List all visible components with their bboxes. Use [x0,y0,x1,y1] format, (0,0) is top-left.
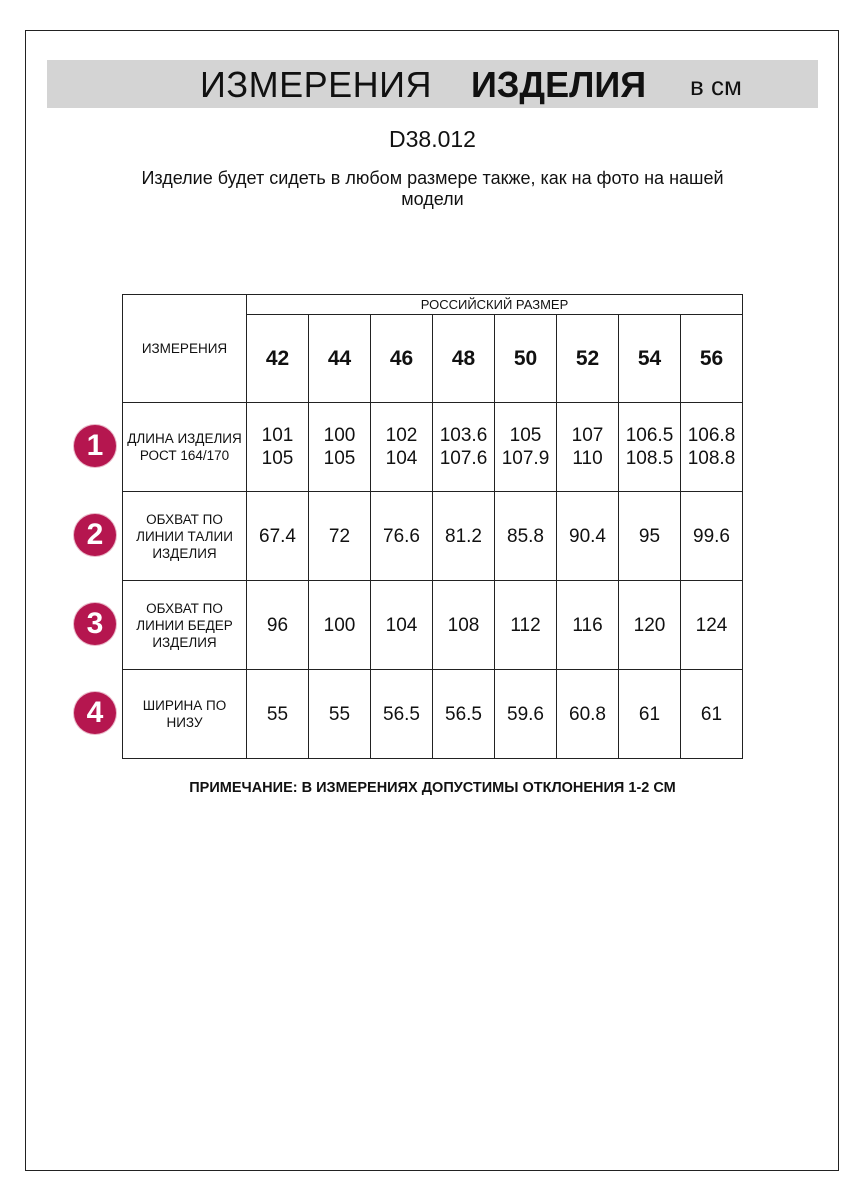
row-number-badge: 2 [74,514,116,556]
size-header: 46 [370,314,433,403]
measurement-value: 106.5 108.5 [618,402,681,492]
measurement-value: 55 [246,669,309,759]
size-header: 42 [246,314,309,403]
title-unit: в см [690,71,742,101]
measurement-label: ШИРИНА ПО НИЗУ [122,669,247,759]
measurement-value: 101 105 [246,402,309,492]
measurement-value: 107 110 [556,402,619,492]
size-header: 48 [432,314,495,403]
corner-label: ИЗМЕРЕНИЯ [122,294,247,403]
measurement-value: 85.8 [494,491,557,581]
measurement-value: 72 [308,491,371,581]
measurement-value: 99.6 [680,491,743,581]
note: ПРИМЕЧАНИЕ: В ИЗМЕРЕНИЯХ ДОПУСТИМЫ ОТКЛО… [189,780,676,796]
measurement-value: 116 [556,580,619,670]
title-bold: ИЗДЕЛИЯ [471,64,647,105]
measurement-value: 112 [494,580,557,670]
measurement-value: 106.8 108.8 [680,402,743,492]
table-row: ОБХВАТ ПО ЛИНИИ БЕДЕР ИЗДЕЛИЯ 96 100 104 108… [122,580,743,670]
title-light: ИЗМЕРЕНИЯ [200,64,433,105]
measurement-value: 67.4 [246,491,309,581]
measurement-value: 59.6 [494,669,557,759]
row-number-badge: 3 [74,603,116,645]
size-header: 44 [308,314,371,403]
measurement-value: 81.2 [432,491,495,581]
measurement-value: 61 [680,669,743,759]
page-frame [25,30,839,1171]
measurement-value: 56.5 [432,669,495,759]
size-table: ИЗМЕРЕНИЯ РОССИЙСКИЙ РАЗМЕР 42 44 46 48 50 52… [122,294,743,759]
measurement-value: 61 [618,669,681,759]
product-code: D38.012 [389,126,476,152]
measurement-value: 96 [246,580,309,670]
measurement-label: ДЛИНА ИЗДЕЛИЯ РОСТ 164/170 [122,402,247,492]
measurement-label: ОБХВАТ ПО ЛИНИИ ТАЛИИ ИЗДЕЛИЯ [122,491,247,581]
table-row: ДЛИНА ИЗДЕЛИЯ РОСТ 164/170 101 105 100 105… [122,402,743,492]
measurement-value: 90.4 [556,491,619,581]
measurement-value: 100 [308,580,371,670]
row-number-badge: 1 [74,425,116,467]
size-header: 50 [494,314,557,403]
title-banner [47,60,818,108]
size-group-label: РОССИЙСКИЙ РАЗМЕР [246,294,743,315]
measurement-value: 56.5 [370,669,433,759]
measurement-value: 95 [618,491,681,581]
measurement-value: 100 105 [308,402,371,492]
row-number-badge: 4 [74,692,116,734]
table-row: ОБХВАТ ПО ЛИНИИ ТАЛИИ ИЗДЕЛИЯ 67.4 72 76.6 8… [122,491,743,581]
size-header: 52 [556,314,619,403]
measurement-label: ОБХВАТ ПО ЛИНИИ БЕДЕР ИЗДЕЛИЯ [122,580,247,670]
size-header: 56 [680,314,743,403]
measurement-value: 55 [308,669,371,759]
measurement-value: 102 104 [370,402,433,492]
measurement-value: 104 [370,580,433,670]
size-header: 54 [618,314,681,403]
table-row: ШИРИНА ПО НИЗУ 55 55 56.5 56.5 59.6 60.8 61 61 [122,669,743,759]
measurement-value: 76.6 [370,491,433,581]
measurement-value: 108 [432,580,495,670]
measurement-value: 120 [618,580,681,670]
subtitle: Изделие будет сидеть в любом размере так… [141,168,724,209]
measurement-value: 60.8 [556,669,619,759]
measurement-value: 103.6 107.6 [432,402,495,492]
measurement-value: 105 107.9 [494,402,557,492]
measurement-value: 124 [680,580,743,670]
